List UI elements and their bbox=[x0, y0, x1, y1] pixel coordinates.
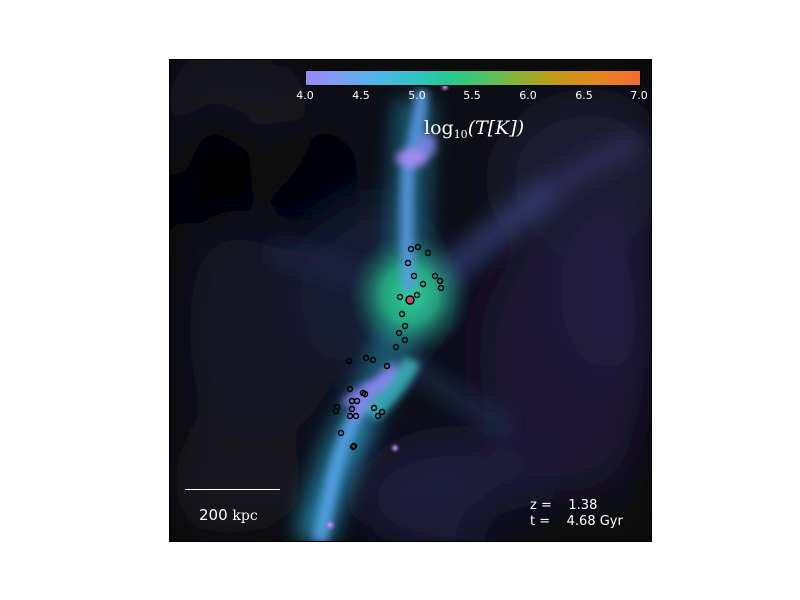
halo-marker bbox=[401, 336, 409, 344]
halo-marker bbox=[404, 259, 412, 267]
halo-marker bbox=[392, 343, 400, 351]
halo-marker bbox=[401, 322, 409, 330]
redshift-label: z = bbox=[530, 498, 552, 513]
halo-marker bbox=[346, 385, 354, 393]
scale-bar-line bbox=[185, 489, 280, 490]
halo-marker bbox=[424, 249, 432, 257]
halo-marker bbox=[413, 291, 421, 299]
temperature-map-image bbox=[170, 60, 651, 541]
halo-marker bbox=[348, 405, 356, 413]
halo-marker bbox=[333, 403, 341, 411]
halo-marker bbox=[374, 412, 382, 420]
colorbar-label-body: (T[K]) bbox=[467, 117, 525, 139]
temperature-map bbox=[169, 59, 652, 542]
halo-marker bbox=[352, 412, 360, 420]
halo-marker bbox=[378, 408, 386, 416]
gas-clump bbox=[390, 443, 400, 453]
halo-marker bbox=[419, 280, 427, 288]
colorbar-label-subscript: 10 bbox=[453, 128, 468, 141]
halo-marker bbox=[396, 293, 404, 301]
halo-marker bbox=[436, 277, 444, 285]
colorbar-label: log10(T[K]) bbox=[424, 117, 524, 141]
halo-marker bbox=[349, 443, 357, 451]
halo-marker bbox=[370, 404, 378, 412]
halo-marker bbox=[383, 362, 391, 370]
halo-marker bbox=[407, 245, 415, 253]
time-value: 4.68 Gyr bbox=[566, 514, 623, 529]
halo-marker bbox=[346, 412, 354, 420]
halo-marker bbox=[437, 284, 445, 292]
temperature-colorbar bbox=[305, 70, 641, 86]
halo-marker bbox=[353, 397, 361, 405]
halo-marker bbox=[361, 390, 369, 398]
halo-marker bbox=[369, 356, 377, 364]
halo-marker bbox=[332, 407, 340, 415]
halo-marker bbox=[414, 243, 422, 251]
halo-marker bbox=[350, 442, 358, 450]
simulation-info: z = 1.38 t = 4.68 Gyr bbox=[530, 498, 623, 530]
scale-bar-label: 200 kpc bbox=[199, 506, 258, 524]
halo-marker bbox=[398, 310, 406, 318]
halo-marker bbox=[362, 354, 370, 362]
colorbar-label-prefix: log bbox=[424, 117, 454, 139]
halo-marker bbox=[395, 329, 403, 337]
scale-bar-unit: kpc bbox=[232, 508, 258, 524]
halo-marker bbox=[345, 357, 353, 365]
redshift-value: 1.38 bbox=[568, 498, 598, 513]
gas-clump bbox=[324, 519, 336, 531]
halo-marker bbox=[337, 429, 345, 437]
central-halo bbox=[348, 233, 472, 357]
halo-marker bbox=[410, 272, 418, 280]
halo-marker bbox=[431, 272, 439, 280]
central-halo-marker bbox=[405, 295, 415, 305]
scale-bar-value: 200 bbox=[199, 506, 228, 524]
halo-markers bbox=[332, 243, 445, 451]
time-label: t = bbox=[530, 514, 551, 529]
